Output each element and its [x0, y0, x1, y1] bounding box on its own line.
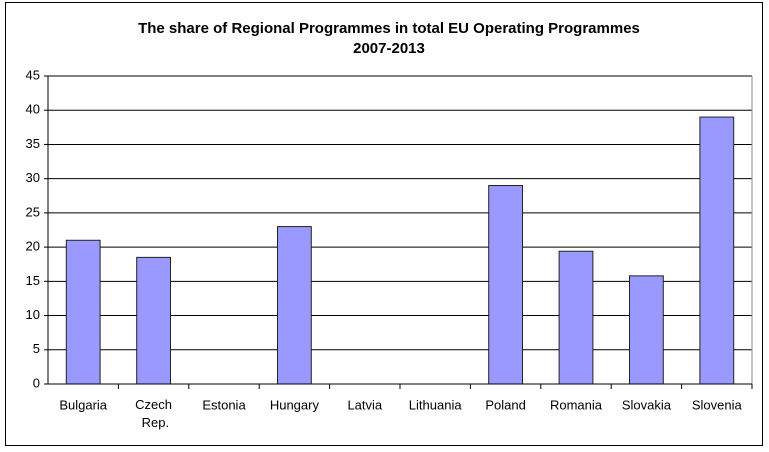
- x-tick-label: Bulgaria: [59, 397, 107, 412]
- chart-subtitle: 2007-2013: [353, 40, 425, 57]
- y-tick-label: 5: [33, 341, 40, 356]
- bar: [65, 239, 101, 385]
- chart-title: The share of Regional Programmes in tota…: [138, 20, 640, 37]
- y-tick-label: 15: [26, 273, 40, 288]
- y-tick-label: 25: [26, 204, 40, 219]
- x-tick-label: Hungary: [270, 397, 320, 412]
- y-tick-label: 10: [26, 307, 40, 322]
- y-tick-label: 0: [33, 375, 40, 390]
- x-tick-label: Slovenia: [692, 397, 743, 412]
- bar: [277, 226, 312, 385]
- y-tick-label: 45: [26, 67, 40, 82]
- y-tick-label: 30: [26, 170, 40, 185]
- x-tick-label: Latvia: [347, 397, 382, 412]
- x-tick-label: Lithuania: [409, 397, 463, 412]
- bar: [699, 116, 735, 385]
- x-tick-label: Romania: [550, 397, 603, 412]
- bar: [629, 275, 664, 385]
- y-tick-label: 35: [26, 136, 40, 151]
- x-tick-label: Slovakia: [622, 397, 672, 412]
- x-tick-label: Estonia: [202, 397, 246, 412]
- bar: [136, 256, 171, 385]
- bar: [558, 250, 594, 385]
- bar: [488, 185, 523, 385]
- y-tick-label: 40: [26, 102, 40, 117]
- y-tick-label: 20: [26, 239, 40, 254]
- x-tick-label: Czech Rep.: [135, 397, 172, 430]
- x-tick-label: Poland: [485, 397, 525, 412]
